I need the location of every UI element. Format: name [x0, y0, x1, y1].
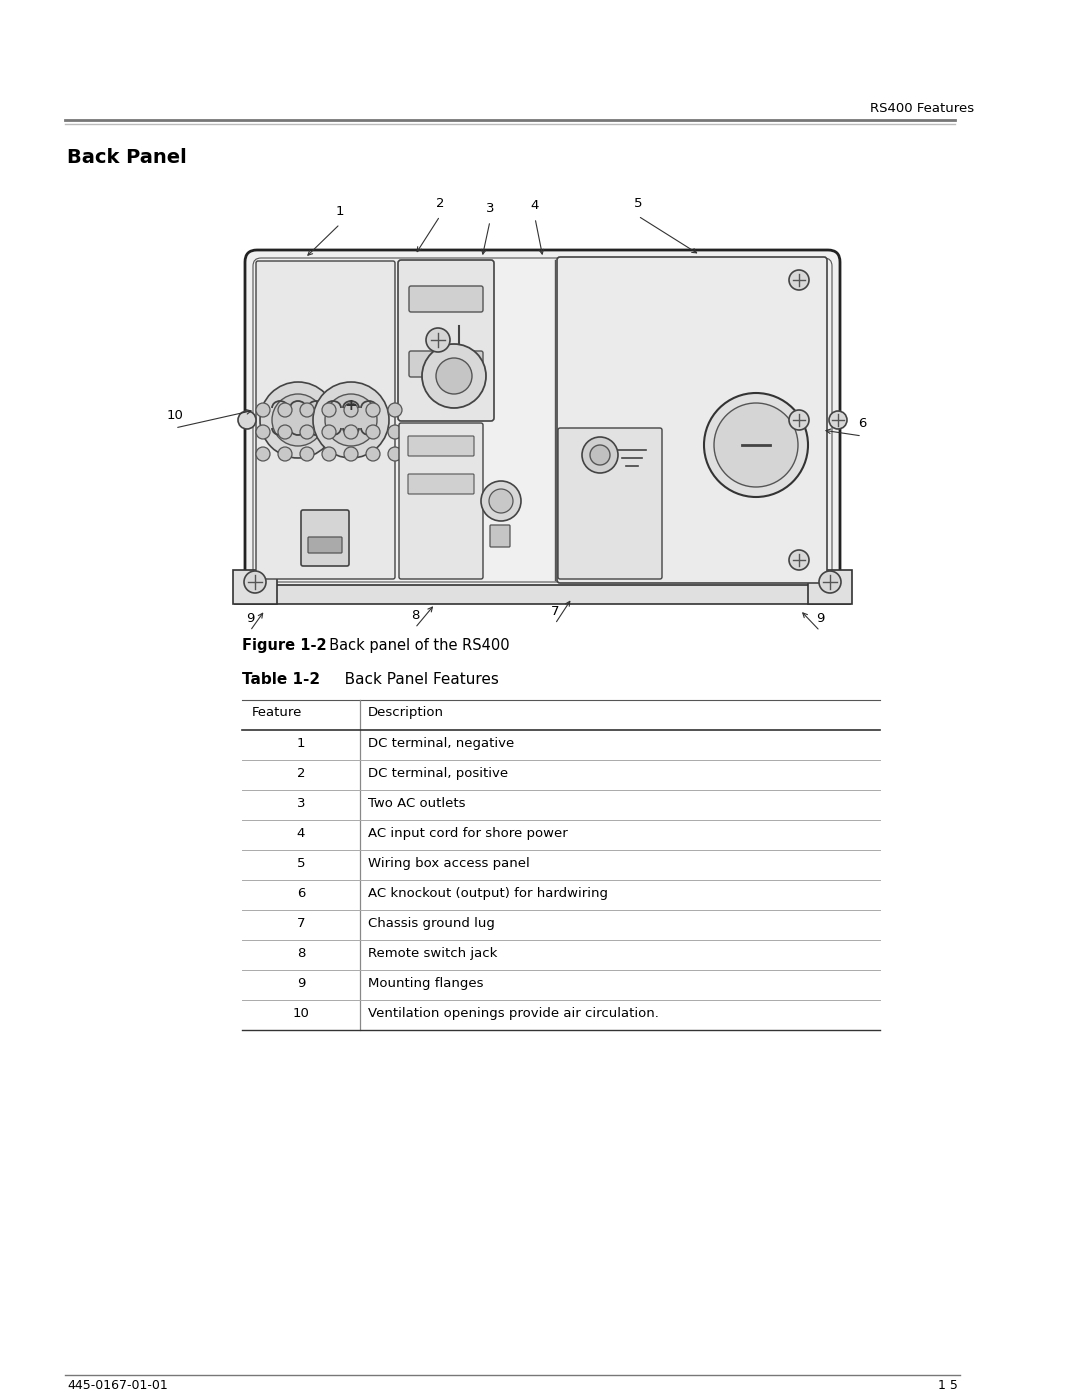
- Circle shape: [300, 402, 314, 416]
- Text: DC terminal, positive: DC terminal, positive: [368, 767, 508, 780]
- Text: DC terminal, negative: DC terminal, negative: [368, 738, 514, 750]
- FancyBboxPatch shape: [301, 510, 349, 566]
- Circle shape: [300, 425, 314, 439]
- Text: 3: 3: [486, 203, 495, 215]
- Circle shape: [256, 402, 270, 416]
- FancyBboxPatch shape: [408, 436, 474, 455]
- Text: 4: 4: [530, 198, 539, 212]
- Circle shape: [260, 381, 336, 458]
- Text: Remote switch jack: Remote switch jack: [368, 947, 498, 960]
- Circle shape: [313, 381, 389, 458]
- Text: +: +: [345, 398, 357, 414]
- Bar: [235, 585, 850, 604]
- FancyBboxPatch shape: [408, 474, 474, 495]
- Text: Description: Description: [368, 705, 444, 719]
- Text: Back Panel: Back Panel: [67, 148, 187, 168]
- Text: 9: 9: [815, 612, 824, 624]
- Circle shape: [366, 425, 380, 439]
- Circle shape: [325, 394, 377, 446]
- Text: 5: 5: [634, 197, 643, 210]
- Circle shape: [481, 481, 521, 521]
- Text: 10: 10: [293, 1007, 310, 1020]
- Circle shape: [388, 402, 402, 416]
- Circle shape: [789, 409, 809, 430]
- FancyBboxPatch shape: [256, 261, 395, 578]
- Circle shape: [322, 402, 336, 416]
- Circle shape: [590, 446, 610, 465]
- Text: 1: 1: [297, 738, 306, 750]
- FancyBboxPatch shape: [490, 525, 510, 548]
- Circle shape: [244, 571, 266, 592]
- Text: 6: 6: [297, 887, 306, 900]
- Text: Two AC outlets: Two AC outlets: [368, 798, 465, 810]
- FancyBboxPatch shape: [409, 286, 483, 312]
- Text: 9: 9: [246, 612, 254, 624]
- Bar: [233, 570, 276, 604]
- FancyBboxPatch shape: [245, 250, 840, 590]
- Circle shape: [272, 394, 324, 446]
- Circle shape: [829, 411, 847, 429]
- FancyBboxPatch shape: [409, 351, 483, 377]
- Text: Back Panel Features: Back Panel Features: [330, 672, 499, 687]
- Circle shape: [345, 425, 357, 439]
- Circle shape: [256, 447, 270, 461]
- FancyBboxPatch shape: [557, 257, 827, 583]
- Text: Chassis ground lug: Chassis ground lug: [368, 916, 495, 930]
- FancyBboxPatch shape: [308, 536, 342, 553]
- Circle shape: [436, 358, 472, 394]
- Text: 4: 4: [297, 827, 306, 840]
- FancyBboxPatch shape: [558, 427, 662, 578]
- Circle shape: [366, 402, 380, 416]
- Text: 9: 9: [297, 977, 306, 990]
- Text: AC knockout (output) for hardwiring: AC knockout (output) for hardwiring: [368, 887, 608, 900]
- Circle shape: [789, 550, 809, 570]
- Text: 445-0167-01-01: 445-0167-01-01: [67, 1379, 167, 1391]
- Text: 1: 1: [336, 205, 345, 218]
- Text: Figure 1-2: Figure 1-2: [242, 638, 326, 652]
- Text: 7: 7: [551, 605, 559, 617]
- Text: RS400 Features: RS400 Features: [870, 102, 974, 115]
- Circle shape: [789, 270, 809, 291]
- Text: 5: 5: [297, 856, 306, 870]
- Text: 8: 8: [297, 947, 306, 960]
- FancyBboxPatch shape: [399, 423, 483, 578]
- Circle shape: [388, 425, 402, 439]
- Circle shape: [322, 447, 336, 461]
- Bar: [808, 570, 852, 604]
- Text: Feature: Feature: [252, 705, 302, 719]
- Text: AC input cord for shore power: AC input cord for shore power: [368, 827, 568, 840]
- Text: Back panel of the RS400: Back panel of the RS400: [320, 638, 510, 652]
- Text: Table 1-2: Table 1-2: [242, 672, 320, 687]
- FancyBboxPatch shape: [399, 260, 494, 420]
- Circle shape: [238, 411, 256, 429]
- Circle shape: [366, 447, 380, 461]
- Text: 10: 10: [166, 409, 184, 422]
- Circle shape: [278, 447, 292, 461]
- Text: 3: 3: [297, 798, 306, 810]
- Circle shape: [322, 425, 336, 439]
- Circle shape: [582, 437, 618, 474]
- Circle shape: [489, 489, 513, 513]
- Circle shape: [714, 402, 798, 488]
- Text: 2: 2: [297, 767, 306, 780]
- Text: 6: 6: [858, 416, 866, 430]
- Circle shape: [278, 402, 292, 416]
- Circle shape: [345, 402, 357, 416]
- Circle shape: [278, 425, 292, 439]
- Circle shape: [704, 393, 808, 497]
- Text: Wiring box access panel: Wiring box access panel: [368, 856, 530, 870]
- Circle shape: [388, 447, 402, 461]
- Text: 7: 7: [297, 916, 306, 930]
- Circle shape: [300, 447, 314, 461]
- Text: 1 5: 1 5: [939, 1379, 958, 1391]
- Text: 8: 8: [410, 609, 419, 622]
- Circle shape: [256, 425, 270, 439]
- Circle shape: [422, 344, 486, 408]
- Text: Ventilation openings provide air circulation.: Ventilation openings provide air circula…: [368, 1007, 659, 1020]
- Text: Mounting flanges: Mounting flanges: [368, 977, 484, 990]
- Circle shape: [426, 328, 450, 352]
- Text: 2: 2: [435, 197, 444, 210]
- Circle shape: [345, 447, 357, 461]
- Circle shape: [819, 571, 841, 592]
